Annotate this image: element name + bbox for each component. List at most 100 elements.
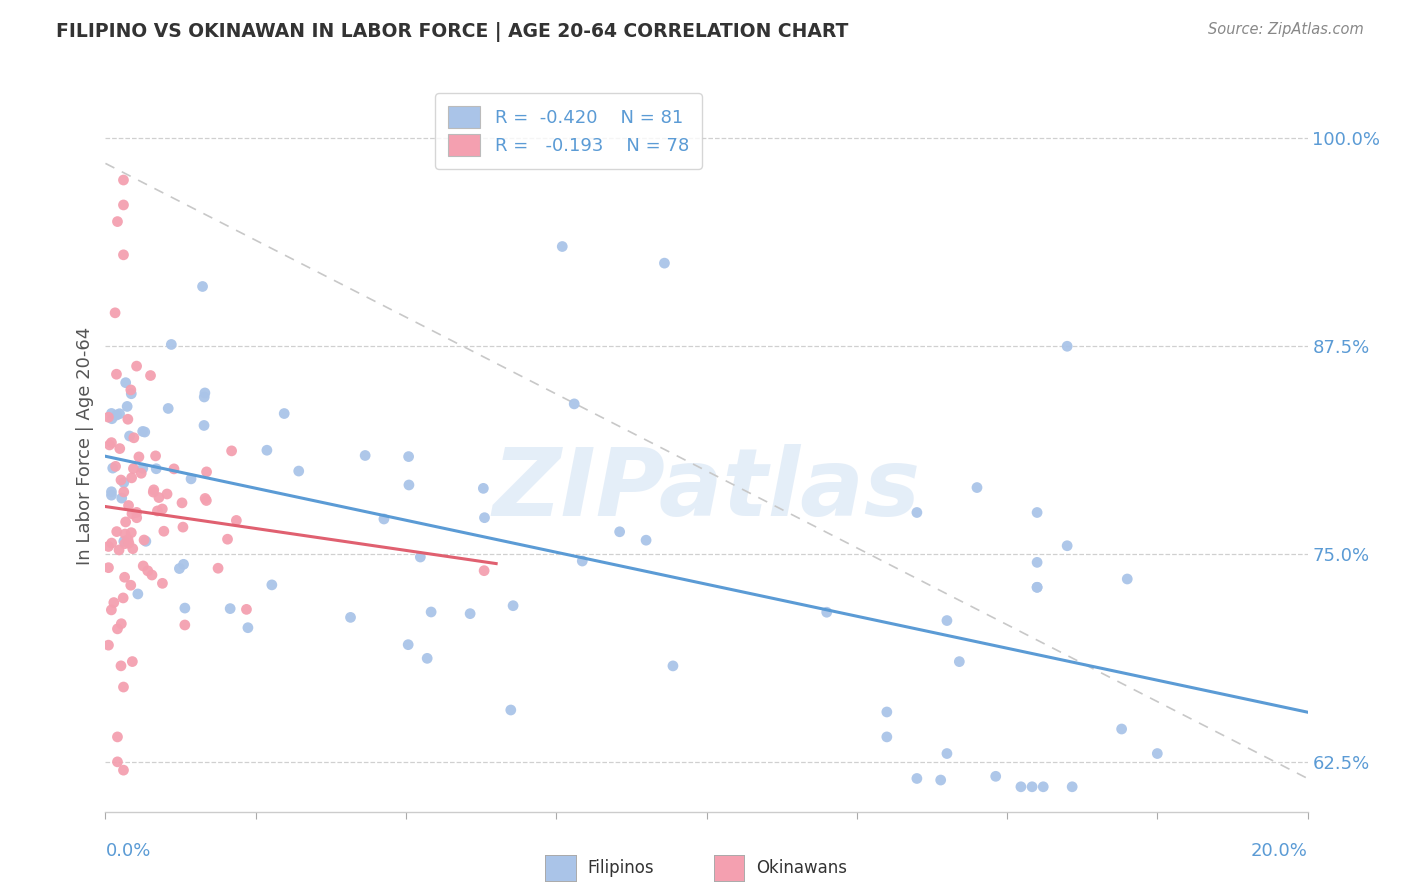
Point xyxy=(163,462,186,476)
Point xyxy=(112,198,135,212)
Point xyxy=(654,256,676,270)
Point xyxy=(474,510,496,524)
Point xyxy=(157,401,180,416)
Point xyxy=(152,576,174,591)
Point xyxy=(339,610,361,624)
Point xyxy=(114,536,136,550)
Point xyxy=(173,618,195,632)
Point xyxy=(117,412,139,426)
Text: FILIPINO VS OKINAWAN IN LABOR FORCE | AGE 20-64 CORRELATION CHART: FILIPINO VS OKINAWAN IN LABOR FORCE | AG… xyxy=(56,22,849,42)
Point xyxy=(105,408,128,422)
Point xyxy=(120,578,142,592)
Point xyxy=(117,533,139,547)
Point xyxy=(193,390,215,404)
Point xyxy=(260,578,283,592)
Point xyxy=(98,438,121,452)
Point xyxy=(1026,580,1049,594)
Point xyxy=(100,603,122,617)
Point xyxy=(195,465,218,479)
Text: 20.0%: 20.0% xyxy=(1251,842,1308,860)
Point xyxy=(128,450,150,464)
Point xyxy=(876,730,898,744)
Point xyxy=(1056,539,1078,553)
Point xyxy=(571,554,593,568)
Point xyxy=(111,491,134,505)
Point xyxy=(100,484,122,499)
Point xyxy=(110,616,132,631)
Point xyxy=(207,561,229,575)
Point xyxy=(135,534,157,549)
Point xyxy=(107,755,129,769)
Point xyxy=(194,491,217,506)
Point xyxy=(118,536,141,550)
Point xyxy=(472,564,495,578)
Point xyxy=(354,449,377,463)
Point xyxy=(103,596,125,610)
Point xyxy=(1010,780,1032,794)
Point xyxy=(117,499,139,513)
Point xyxy=(110,658,132,673)
Point xyxy=(636,533,658,548)
Point xyxy=(458,607,481,621)
Point xyxy=(170,496,193,510)
Text: 0.0%: 0.0% xyxy=(105,842,150,860)
Point xyxy=(173,558,195,572)
Point xyxy=(160,337,183,351)
Point xyxy=(101,411,124,425)
Point xyxy=(132,533,155,547)
Point xyxy=(287,464,309,478)
Point xyxy=(97,410,120,425)
Point xyxy=(142,483,165,497)
Point xyxy=(1116,572,1139,586)
Point xyxy=(984,769,1007,783)
Point xyxy=(120,525,142,540)
Point xyxy=(112,248,135,262)
Point xyxy=(141,568,163,582)
Point xyxy=(107,622,129,636)
Point xyxy=(107,214,129,228)
Point xyxy=(1146,747,1168,761)
Point xyxy=(142,485,165,500)
Point xyxy=(905,772,928,786)
Point xyxy=(398,450,420,464)
Point xyxy=(398,478,420,492)
Point xyxy=(132,461,155,475)
Point xyxy=(420,605,443,619)
Point xyxy=(108,407,131,421)
Point xyxy=(225,513,247,527)
Point xyxy=(122,461,145,475)
Point xyxy=(136,564,159,578)
Point xyxy=(127,587,149,601)
Point xyxy=(132,558,155,573)
Point xyxy=(97,638,120,652)
Point xyxy=(256,443,278,458)
Point xyxy=(101,461,124,475)
Point xyxy=(193,418,215,433)
Point xyxy=(122,431,145,445)
Point xyxy=(662,659,685,673)
Point xyxy=(173,601,195,615)
Point xyxy=(100,435,122,450)
Point xyxy=(373,512,395,526)
Point xyxy=(1032,780,1054,794)
Point xyxy=(114,570,136,584)
Point xyxy=(104,459,127,474)
Point xyxy=(118,429,141,443)
Point xyxy=(191,279,214,293)
Point xyxy=(121,507,143,521)
Point xyxy=(108,442,131,456)
Point xyxy=(217,532,239,546)
Point xyxy=(180,472,202,486)
Point xyxy=(148,491,170,505)
Point xyxy=(112,591,135,605)
Point xyxy=(125,505,148,519)
Point xyxy=(100,407,122,421)
Point xyxy=(936,614,959,628)
Point xyxy=(112,534,135,549)
Point xyxy=(236,621,259,635)
Point xyxy=(129,467,152,481)
Point xyxy=(100,488,122,502)
Point xyxy=(100,536,122,550)
Point xyxy=(121,541,143,556)
Point xyxy=(221,443,243,458)
